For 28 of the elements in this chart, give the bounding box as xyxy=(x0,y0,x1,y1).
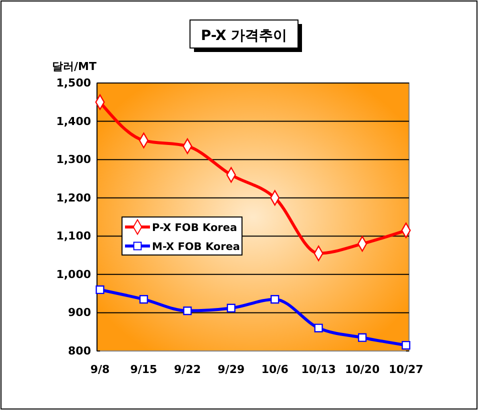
point xyxy=(183,306,192,316)
point xyxy=(226,304,236,312)
x-tick-label: 10/13 xyxy=(301,362,336,376)
y-tick-label: 900 xyxy=(68,306,92,320)
y-tick-label: 1,400 xyxy=(56,114,92,128)
x-tick-label: 10/6 xyxy=(261,362,289,376)
x-tick-label: 9/22 xyxy=(174,362,201,376)
point xyxy=(402,340,410,350)
point xyxy=(96,285,104,294)
x-tick-label: 10/20 xyxy=(344,362,380,376)
point xyxy=(358,333,367,342)
y-tick-label: 1,200 xyxy=(56,191,92,204)
y-tick-label: 1,000 xyxy=(56,268,92,281)
x-tick-label: 9/29 xyxy=(218,362,245,376)
legend-label: P-X FOB Korea xyxy=(152,222,238,234)
chart-title: P-X 가격추이 xyxy=(200,28,288,44)
legend-label: M-X FOB Korea xyxy=(152,241,240,253)
point xyxy=(314,324,323,332)
y-tick-label: 1,100 xyxy=(56,230,92,243)
x-tick-label: 9/15 xyxy=(130,362,158,376)
y-tick-label: 1,300 xyxy=(56,153,92,166)
point xyxy=(139,295,148,304)
y-tick-label: 1,500 xyxy=(56,76,92,90)
y-axis-title: 달러/MT xyxy=(52,60,97,73)
y-tick-label: 800 xyxy=(68,344,92,358)
x-tick-label: 10/27 xyxy=(388,362,424,376)
x-tick-label: 9/8 xyxy=(90,362,110,376)
point xyxy=(270,295,280,304)
